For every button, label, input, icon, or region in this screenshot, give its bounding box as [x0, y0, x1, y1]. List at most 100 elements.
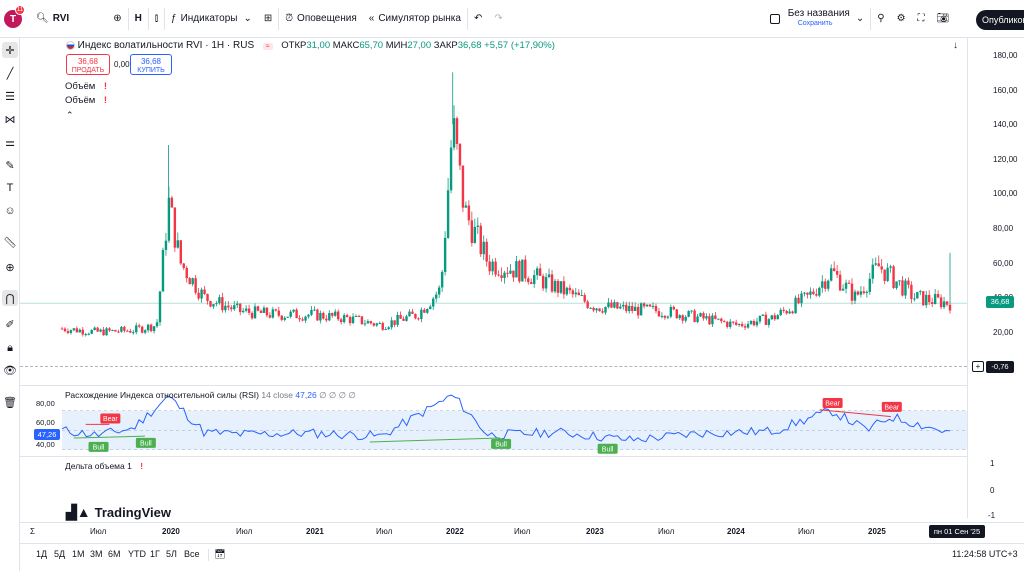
pattern-icon[interactable]: ⋈ [4, 113, 16, 126]
redo-button[interactable]: ↷ [488, 0, 508, 38]
fib-icon[interactable]: ☰ [5, 90, 15, 103]
arrow-down-icon[interactable]: ↓ [953, 40, 958, 51]
candle-body [339, 319, 343, 323]
symbol-title[interactable]: Индекс волатильности RVI · 1H · RUS [77, 40, 255, 51]
range-button[interactable]: YTD [128, 549, 146, 559]
rewind-icon: « [368, 13, 375, 24]
price-axis[interactable] [967, 38, 1024, 518]
collapse-legend-icon[interactable]: ⌃ [66, 110, 74, 120]
range-button[interactable]: 5Д [54, 549, 66, 559]
candle-body [663, 315, 667, 318]
candle-body [185, 267, 188, 279]
emoji-icon[interactable]: ☺ [4, 205, 16, 217]
indicators-button[interactable]: ƒ Индикаторы ⌄ [165, 0, 258, 38]
goto-date-icon[interactable]: 📅︎ [214, 549, 226, 559]
timezone-icon[interactable]: Σ [30, 527, 35, 536]
delta-legend[interactable]: Дельта объема 1 ! [65, 461, 143, 471]
candle-body [256, 306, 260, 311]
candle-body [648, 304, 652, 307]
chart-type-button[interactable]: ⫾ [149, 0, 164, 38]
lock-icon[interactable]: 🔒︎ [7, 341, 13, 354]
zoom-in-icon[interactable]: ⊕ [5, 261, 15, 274]
buy-button[interactable]: 36,68 КУПИТЬ [130, 54, 172, 75]
candle-body [530, 282, 533, 285]
lock-drawings-icon[interactable]: ✐ [5, 318, 15, 331]
range-button[interactable]: 6М [108, 549, 121, 559]
layouts-button[interactable]: ⊞ [258, 0, 278, 38]
candle-body [862, 291, 866, 294]
projection-icon[interactable]: ⚌ [5, 136, 15, 149]
low-key: МИН [385, 40, 408, 51]
clock[interactable]: 11:24:58 UTC+3 [952, 549, 1018, 559]
range-button[interactable]: 3М [90, 549, 103, 559]
candle-body [749, 321, 753, 324]
candle-body [518, 261, 521, 282]
volume-legend-2[interactable]: Объём ! [65, 95, 107, 106]
interval-button[interactable]: H [134, 13, 142, 24]
candle-body [592, 307, 595, 311]
price-axis-label: 20,00 [993, 327, 1014, 337]
undo-button[interactable]: ↶ [468, 0, 488, 38]
price-axis-label: 140,00 [993, 120, 1018, 130]
range-button[interactable]: 1Г [150, 549, 160, 559]
screenshot-button[interactable]: 📷︎ [931, 0, 956, 38]
trash-icon[interactable]: 🗑︎ [3, 396, 17, 409]
layout-name-button[interactable]: Без названия Сохранить ⌄ [764, 0, 871, 38]
candle-body [152, 326, 156, 332]
range-button[interactable]: 1Д [36, 549, 48, 559]
candle-body [737, 323, 741, 325]
candle-body [779, 309, 782, 316]
rsi-legend[interactable]: Расхождение Индекса относительной силы (… [65, 390, 356, 401]
tradingview-logo[interactable]: ▟▲ TradingView [66, 504, 171, 521]
volume-legend-1[interactable]: Объём ! [65, 81, 107, 92]
alerts-button[interactable]: ⏰︎ Оповещения [279, 0, 363, 38]
candle-body [625, 304, 628, 312]
candle-body [443, 237, 447, 272]
magnet-icon[interactable]: ⋂ [2, 290, 18, 306]
candle-body [440, 271, 444, 288]
pane-separator[interactable] [20, 456, 967, 457]
candle-body [791, 311, 794, 314]
candle-body [740, 323, 744, 327]
range-button[interactable]: 1М [72, 549, 85, 559]
text-icon[interactable]: T [6, 182, 14, 194]
candle-body [140, 326, 144, 333]
range-button[interactable]: Все [184, 549, 200, 559]
brush-icon[interactable]: ✎ [5, 159, 15, 172]
candle-body [316, 309, 319, 321]
layers-icon[interactable]: ≈ [262, 43, 273, 50]
crosshair-line [20, 366, 967, 367]
indicators-icon: ƒ [171, 13, 177, 24]
candle-body [619, 306, 622, 309]
candle-body [628, 305, 631, 312]
sell-button[interactable]: 36,68 ПРОДАТЬ [66, 54, 110, 75]
range-button[interactable]: 5Л [166, 549, 177, 559]
candle-body [794, 297, 797, 314]
eye-icon[interactable]: 👁︎ [3, 364, 17, 377]
replay-button[interactable]: « Симулятор рынка [363, 0, 467, 38]
candle-body [936, 294, 940, 298]
pane-separator[interactable] [20, 385, 967, 386]
ruler-icon[interactable]: 📏︎ [3, 236, 17, 249]
time-axis-label: Июл [798, 527, 815, 536]
settings-button[interactable]: ⚙︎ [891, 0, 912, 38]
candle-body [268, 315, 272, 318]
rsi-level-label: 80,00 [36, 399, 55, 408]
trendline-icon[interactable]: ╱ [6, 67, 14, 80]
price-axis-label: 60,00 [993, 258, 1014, 268]
candle-body [925, 294, 928, 306]
publish-button[interactable]: Опубликов [976, 10, 1024, 30]
quick-search-button[interactable]: ⚲ [871, 0, 890, 38]
candle-body [72, 328, 76, 331]
add-plus-icon[interactable]: + [972, 361, 984, 372]
price-chart[interactable]: Bear Bull Bull Bull Bull Bear Bear [20, 38, 967, 518]
compare-button[interactable]: ⊕ [107, 0, 127, 38]
rsi-level-label: 40,00 [36, 440, 55, 449]
symbol-search[interactable]: 🔍︎ RVI [30, 0, 75, 38]
crosshair-icon[interactable]: ✛ [2, 42, 18, 58]
candle-body [322, 312, 325, 319]
candle-body [114, 329, 117, 332]
fullscreen-button[interactable]: ⛶ [912, 0, 931, 38]
candle-body [919, 291, 922, 293]
candle-body [916, 292, 919, 299]
